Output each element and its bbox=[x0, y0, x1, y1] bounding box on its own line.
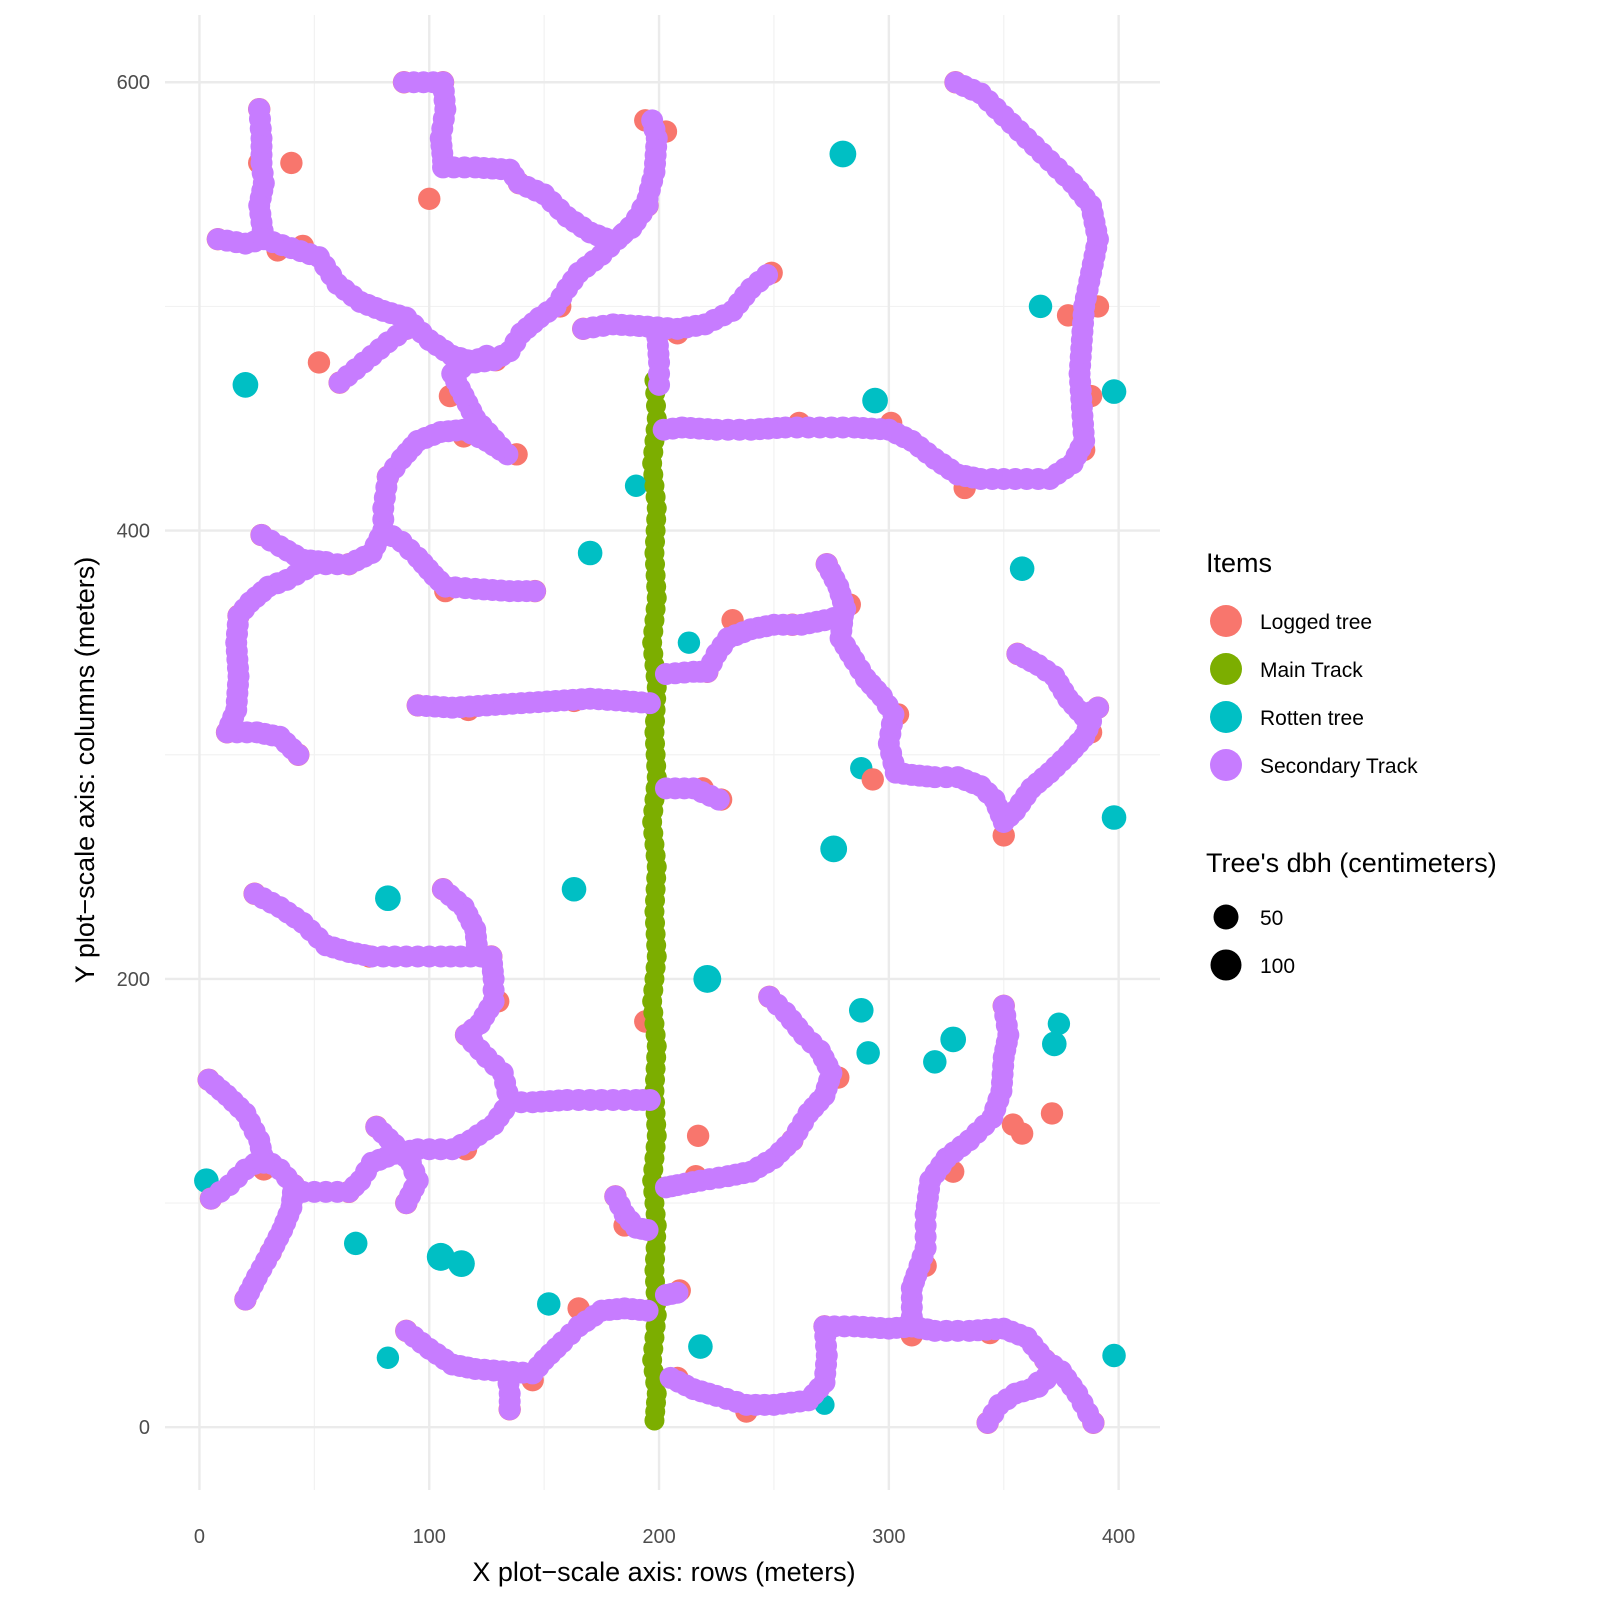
point-secondary-track bbox=[1027, 1371, 1050, 1394]
legend-swatch bbox=[1210, 749, 1242, 781]
legend-color-entries: Logged tree Main Track Rotten tree Secondar… bbox=[1210, 605, 1418, 781]
point-rotten-tree bbox=[1028, 294, 1053, 319]
legend-size-entries: 50 100 bbox=[1210, 904, 1295, 981]
legend-label: Secondary Track bbox=[1260, 755, 1418, 778]
point-rotten-tree bbox=[376, 1346, 400, 1369]
point-rotten-tree bbox=[848, 997, 874, 1023]
x-tick-labels: 0 100 200 300 400 bbox=[194, 1526, 1135, 1548]
x-tick-label: 400 bbox=[1102, 1526, 1135, 1548]
point-secondary-track bbox=[707, 788, 730, 811]
point-logged-tree bbox=[686, 1124, 710, 1148]
point-secondary-track bbox=[636, 194, 659, 217]
point-secondary-track bbox=[206, 228, 229, 251]
point-rotten-tree bbox=[688, 1334, 713, 1359]
point-rotten-tree bbox=[940, 1026, 967, 1053]
point-rotten-tree bbox=[375, 885, 401, 912]
point-secondary-track bbox=[756, 264, 779, 287]
point-logged-tree bbox=[307, 351, 331, 374]
y-tick-label: 400 bbox=[117, 521, 150, 543]
point-secondary-track bbox=[523, 580, 546, 603]
x-axis-title: X plot−scale axis: rows (meters) bbox=[472, 1557, 855, 1587]
legend-swatch bbox=[1210, 653, 1242, 685]
point-rotten-tree bbox=[1101, 805, 1127, 830]
point-secondary-track bbox=[466, 941, 489, 964]
point-secondary-track bbox=[199, 1187, 222, 1210]
point-secondary-track bbox=[1086, 696, 1109, 719]
point-rotten-tree bbox=[343, 1231, 368, 1256]
legend-label: Logged tree bbox=[1260, 611, 1372, 634]
point-secondary-track bbox=[900, 1315, 923, 1338]
point-rotten-tree bbox=[923, 1050, 947, 1074]
point-rotten-tree bbox=[232, 372, 259, 398]
point-rotten-tree bbox=[1047, 1012, 1071, 1035]
y-tick-label: 600 bbox=[117, 72, 150, 94]
legend-swatch bbox=[1210, 605, 1242, 637]
point-rotten-tree bbox=[1101, 379, 1127, 404]
legend-color-title: Items bbox=[1206, 548, 1272, 578]
point-logged-tree bbox=[418, 187, 441, 211]
point-secondary-track bbox=[498, 1398, 521, 1421]
point-rotten-tree bbox=[426, 1242, 455, 1271]
point-secondary-track bbox=[666, 1281, 689, 1304]
point-rotten-tree bbox=[856, 1041, 880, 1065]
legend-size-swatch bbox=[1210, 949, 1242, 981]
point-secondary-track bbox=[659, 1366, 682, 1389]
y-tick-label: 200 bbox=[117, 969, 150, 991]
point-rotten-tree bbox=[820, 835, 848, 863]
point-secondary-track bbox=[636, 1299, 659, 1322]
point-secondary-track bbox=[641, 109, 664, 132]
point-secondary-track bbox=[638, 692, 661, 715]
point-secondary-track bbox=[395, 1192, 418, 1215]
point-rotten-tree bbox=[537, 1292, 561, 1316]
point-secondary-track bbox=[252, 1151, 275, 1174]
point-secondary-track bbox=[652, 418, 675, 441]
point-rotten-tree bbox=[577, 540, 603, 566]
point-logged-tree bbox=[861, 768, 884, 791]
point-rotten-tree bbox=[862, 387, 888, 414]
legend-size-title: Tree's dbh (centimeters) bbox=[1206, 848, 1497, 878]
legend: Items Logged tree Main Track Rotten tree Se… bbox=[1206, 548, 1497, 981]
point-secondary-track bbox=[475, 344, 498, 367]
point-rotten-tree bbox=[677, 631, 701, 654]
point-rotten-tree bbox=[624, 474, 648, 497]
x-tick-label: 300 bbox=[872, 1526, 905, 1548]
y-tick-label: 0 bbox=[139, 1417, 150, 1439]
legend-size-swatch bbox=[1213, 904, 1239, 930]
point-secondary-track bbox=[1082, 1411, 1105, 1434]
point-secondary-track bbox=[314, 550, 337, 573]
point-secondary-track bbox=[234, 1288, 257, 1311]
x-tick-label: 0 bbox=[194, 1526, 205, 1548]
point-rotten-tree bbox=[1041, 1031, 1067, 1057]
point-secondary-track bbox=[636, 1218, 659, 1241]
x-tick-label: 100 bbox=[413, 1526, 446, 1548]
legend-label: Rotten tree bbox=[1260, 707, 1364, 730]
point-secondary-track bbox=[834, 598, 857, 621]
point-rotten-tree bbox=[448, 1250, 475, 1277]
point-rotten-tree bbox=[1009, 556, 1035, 581]
legend-label: 100 bbox=[1260, 955, 1295, 978]
legend-swatch bbox=[1210, 701, 1242, 733]
point-logged-tree bbox=[1040, 1102, 1064, 1125]
point-secondary-track bbox=[395, 317, 418, 340]
point-secondary-track bbox=[648, 373, 671, 396]
point-main-track bbox=[644, 1410, 665, 1431]
point-secondary-track bbox=[287, 743, 310, 766]
point-secondary-track bbox=[638, 1088, 661, 1111]
point-rotten-tree bbox=[1102, 1343, 1126, 1368]
point-logged-tree bbox=[1010, 1122, 1034, 1145]
y-tick-labels: 0 200 400 600 bbox=[117, 72, 150, 1439]
point-rotten-tree bbox=[829, 140, 857, 168]
x-tick-label: 200 bbox=[642, 1526, 675, 1548]
legend-label: 50 bbox=[1260, 907, 1283, 930]
point-rotten-tree bbox=[561, 876, 587, 902]
legend-label: Main Track bbox=[1260, 659, 1363, 682]
y-axis-title: Y plot−scale axis: columns (meters) bbox=[70, 557, 100, 983]
point-rotten-tree bbox=[693, 964, 722, 993]
point-secondary-track bbox=[654, 1176, 677, 1199]
point-logged-tree bbox=[280, 151, 303, 175]
data-marks bbox=[194, 71, 1127, 1434]
